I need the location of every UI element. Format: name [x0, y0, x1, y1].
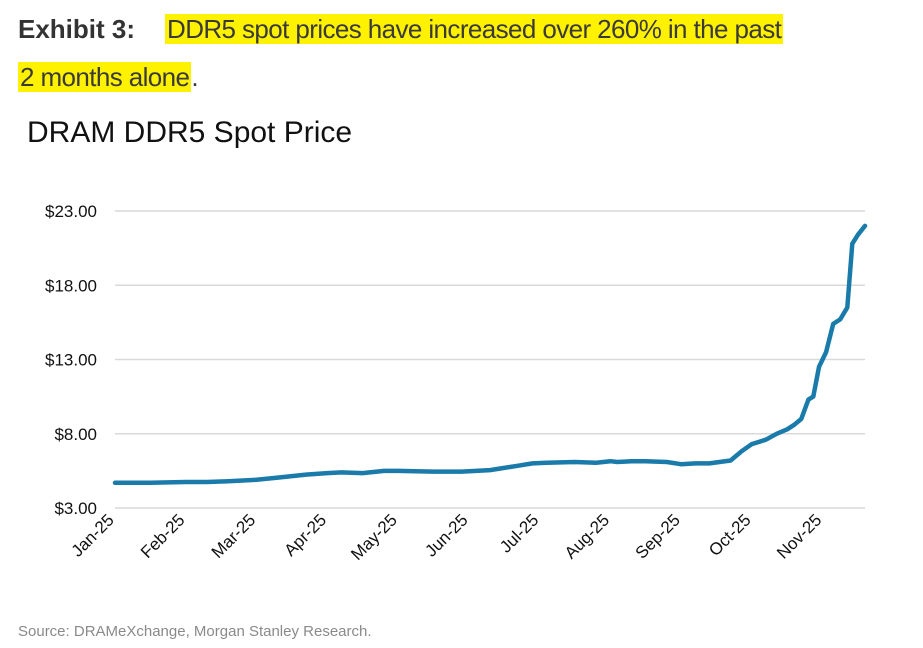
- x-tick-label: Feb-25: [137, 510, 189, 562]
- headline-highlight-1: DDR5 spot prices have increased over 260…: [165, 14, 784, 44]
- headline-highlight-2: 2 months alone: [18, 62, 192, 92]
- exhibit-headline-line1: Exhibit 3: DDR5 spot prices have increase…: [18, 12, 784, 46]
- chart-title: DRAM DDR5 Spot Price: [27, 116, 353, 149]
- y-tick-label: $13.00: [45, 351, 97, 370]
- series-line-ddr5-spot-price: [112, 223, 868, 486]
- headline-period: .: [191, 62, 199, 92]
- x-axis-tick-labels: Jan-25 Feb-25 Mar-25 Apr-25 May-25 Jun-25 Jul-…: [68, 510, 826, 564]
- y-tick-label: $3.00: [54, 499, 97, 518]
- exhibit-label: Exhibit 3:: [18, 14, 136, 44]
- y-tick-label: $23.00: [45, 202, 97, 221]
- x-tick-label: Sep-25: [632, 510, 684, 562]
- y-tick-label: $18.00: [45, 276, 97, 295]
- x-tick-label: Jul-25: [496, 510, 542, 556]
- source-note: Source: DRAMeXchange, Morgan Stanley Res…: [18, 623, 372, 640]
- x-tick-label: Nov-25: [773, 510, 825, 562]
- x-tick-label: Aug-25: [561, 510, 613, 562]
- y-axis-tick-labels: $3.00 $8.00 $13.00 $18.00 $23.00: [45, 202, 97, 518]
- x-tick-label: May-25: [347, 510, 401, 564]
- exhibit-headline-line2: 2 months alone.: [18, 60, 199, 94]
- gridlines: [115, 210, 865, 509]
- x-tick-label: Mar-25: [208, 510, 260, 562]
- x-tick-label: Apr-25: [281, 510, 331, 560]
- x-tick-label: Jun-25: [421, 510, 471, 560]
- y-tick-label: $8.00: [54, 425, 97, 444]
- series-layer: [112, 223, 868, 486]
- x-tick-label: Oct-25: [705, 510, 755, 560]
